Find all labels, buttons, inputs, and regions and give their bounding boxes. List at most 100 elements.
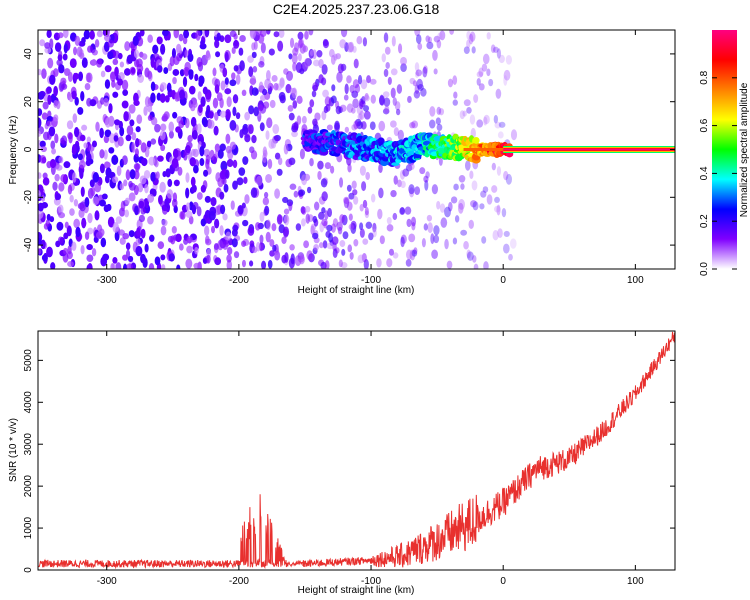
colorbar-tick-label: 0.2 (699, 214, 710, 228)
heatmap-cell (338, 259, 343, 268)
heatmap-cell (100, 237, 107, 248)
heatmap-cell (91, 49, 98, 56)
heatmap-cell (424, 179, 429, 191)
heatmap-cell (129, 119, 135, 127)
heatmap-cell (128, 104, 136, 114)
heatmap-cell (77, 107, 84, 115)
colorbar-tick-label: 0.8 (699, 70, 710, 84)
heatmap-cell (324, 96, 332, 107)
heatmap-cell (433, 234, 440, 244)
heatmap-cell (126, 263, 133, 269)
heatmap-cell (311, 232, 319, 240)
heatmap-cell (72, 172, 77, 183)
heatmap-cell (112, 58, 119, 66)
heatmap-cell (63, 43, 68, 54)
y-tick-label: -20 (23, 190, 34, 205)
heatmap-cell (479, 203, 485, 210)
heatmap-cell (196, 192, 203, 200)
heatmap-cell (190, 176, 196, 187)
heatmap-cell (172, 148, 179, 159)
heatmap-cell (226, 254, 232, 263)
heatmap-cell (476, 71, 484, 78)
heatmap-cell (124, 209, 130, 218)
heatmap-cell (449, 30, 455, 35)
spectrogram-y-axis: -40 -20 0 20 40 (23, 48, 675, 252)
heatmap-cell (482, 53, 490, 65)
heatmap-cell (347, 163, 352, 173)
heatmap-cell (152, 44, 159, 54)
heatmap-cell (258, 61, 265, 68)
snr-y-axis-title: SNR (10 * v/v) (8, 418, 19, 482)
heatmap-cell (356, 36, 363, 45)
heatmap-cell (125, 242, 131, 250)
heatmap-cell (420, 87, 427, 97)
heatmap-cell (118, 72, 125, 81)
heatmap-cell (58, 182, 65, 192)
heatmap-cell (141, 157, 148, 167)
heatmap-cell (219, 110, 227, 118)
heatmap-cell (250, 150, 258, 160)
x-tick-label: -200 (229, 275, 249, 286)
heatmap-cell (509, 238, 517, 249)
heatmap-cell (241, 240, 247, 247)
heatmap-cell (351, 90, 359, 98)
heatmap-cell (259, 122, 265, 132)
heatmap-cell (78, 160, 86, 169)
heatmap-cell (131, 142, 136, 153)
heatmap-cell (444, 206, 451, 218)
heatmap-cell (107, 39, 114, 48)
heatmap-cell (235, 74, 241, 85)
heatmap-cell (305, 213, 310, 224)
heatmap-cell (503, 170, 509, 181)
heatmap-cell (232, 159, 238, 169)
heatmap-cell (205, 92, 211, 103)
heatmap-cell (39, 155, 47, 164)
heatmap-cell (372, 228, 377, 238)
heatmap-cell (119, 182, 125, 190)
heatmap-cell (426, 214, 433, 222)
heatmap-cell (391, 35, 396, 47)
heatmap-cell (138, 214, 145, 223)
heatmap-cell (497, 131, 504, 139)
heatmap-cell (58, 204, 64, 214)
heatmap-cell (239, 35, 246, 42)
heatmap-cell (414, 71, 420, 78)
heatmap-cell (184, 49, 189, 58)
heatmap-cell (94, 39, 100, 48)
heatmap-cell (85, 159, 92, 167)
heatmap-cell (119, 237, 126, 245)
heatmap-cell (344, 83, 349, 95)
heatmap-cell (84, 82, 91, 91)
heatmap-cell (348, 213, 353, 221)
heatmap-cell (426, 41, 434, 50)
heatmap-cell (104, 161, 110, 168)
heatmap-cell (50, 140, 56, 150)
heatmap-cell (148, 262, 155, 269)
heatmap-cell (214, 218, 220, 229)
heatmap-cell (350, 107, 356, 114)
heatmap-cell (473, 263, 479, 269)
heatmap-cell (384, 46, 391, 55)
heatmap-cell (196, 123, 202, 135)
heatmap-cell (260, 42, 266, 54)
heatmap-cell (299, 68, 305, 75)
heatmap-cell (356, 121, 364, 130)
heatmap-cell (103, 97, 109, 107)
heatmap-cell (498, 121, 506, 128)
heatmap-cell (309, 99, 315, 108)
heatmap-cell (225, 108, 231, 120)
snr-y-axis: 0 1000 2000 3000 4000 5000 (23, 349, 675, 573)
heatmap-cell (494, 196, 500, 203)
heatmap-cell (313, 244, 319, 251)
heatmap-cell (255, 241, 261, 252)
heatmap-cell (122, 263, 128, 269)
heatmap-cell (273, 31, 280, 38)
heatmap-cell (363, 110, 371, 120)
heatmap-cell (216, 32, 221, 42)
heatmap-cell (128, 230, 135, 238)
heatmap-cell (200, 218, 206, 227)
heatmap-cell (161, 219, 168, 227)
heatmap-cell (505, 54, 512, 65)
